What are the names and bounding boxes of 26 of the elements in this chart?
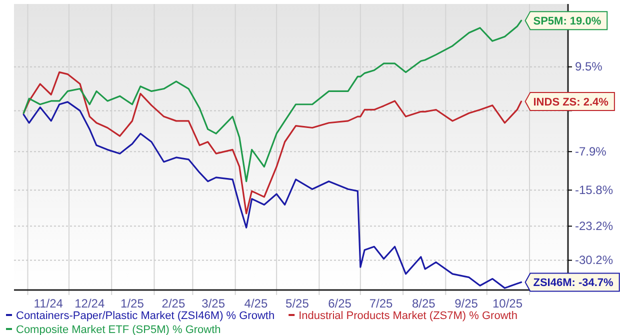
x-tick-label: 7/25	[369, 296, 394, 311]
annotation: INDS ZS: 2.4%	[533, 96, 609, 108]
y-tick-label: -15.8%	[575, 182, 614, 197]
x-tick-label: 3/25	[202, 296, 226, 311]
line-series	[22, 20, 522, 182]
y-tick-label: -23.2%	[575, 219, 614, 234]
line-series	[22, 101, 522, 289]
x-tick-label: 5/25	[286, 296, 310, 311]
line-series	[22, 71, 522, 214]
x-tick-label: 2/25	[162, 296, 186, 311]
x-tick-label: 4/25	[244, 296, 268, 311]
x-tick-label: 11/24	[34, 296, 64, 311]
x-tick-label: 10/25	[492, 296, 523, 311]
legend-label: Containers-Paper/Plastic Market (ZSI46M) % Growth	[16, 310, 275, 322]
legend-label: Composite Market ETF (SP5M) % Growth	[16, 324, 221, 335]
x-tick-label: 9/25	[454, 296, 478, 311]
annotation: SP5M: 19.0%	[533, 16, 602, 28]
legend-label: Industrial Products Market (ZS7M) % Growth	[298, 310, 518, 322]
x-tick-label: 6/25	[328, 296, 352, 311]
x-tick-label: 12/24	[74, 296, 105, 311]
y-tick-label: -7.9%	[575, 144, 607, 158]
x-tick-label: 8/25	[412, 296, 436, 311]
x-tick-label: 1/25	[120, 296, 144, 311]
y-tick-label: -30.2%	[575, 253, 614, 268]
annotation: ZSI46M: -34.7%	[533, 277, 614, 290]
y-tick-label: 9.5%	[575, 60, 603, 74]
